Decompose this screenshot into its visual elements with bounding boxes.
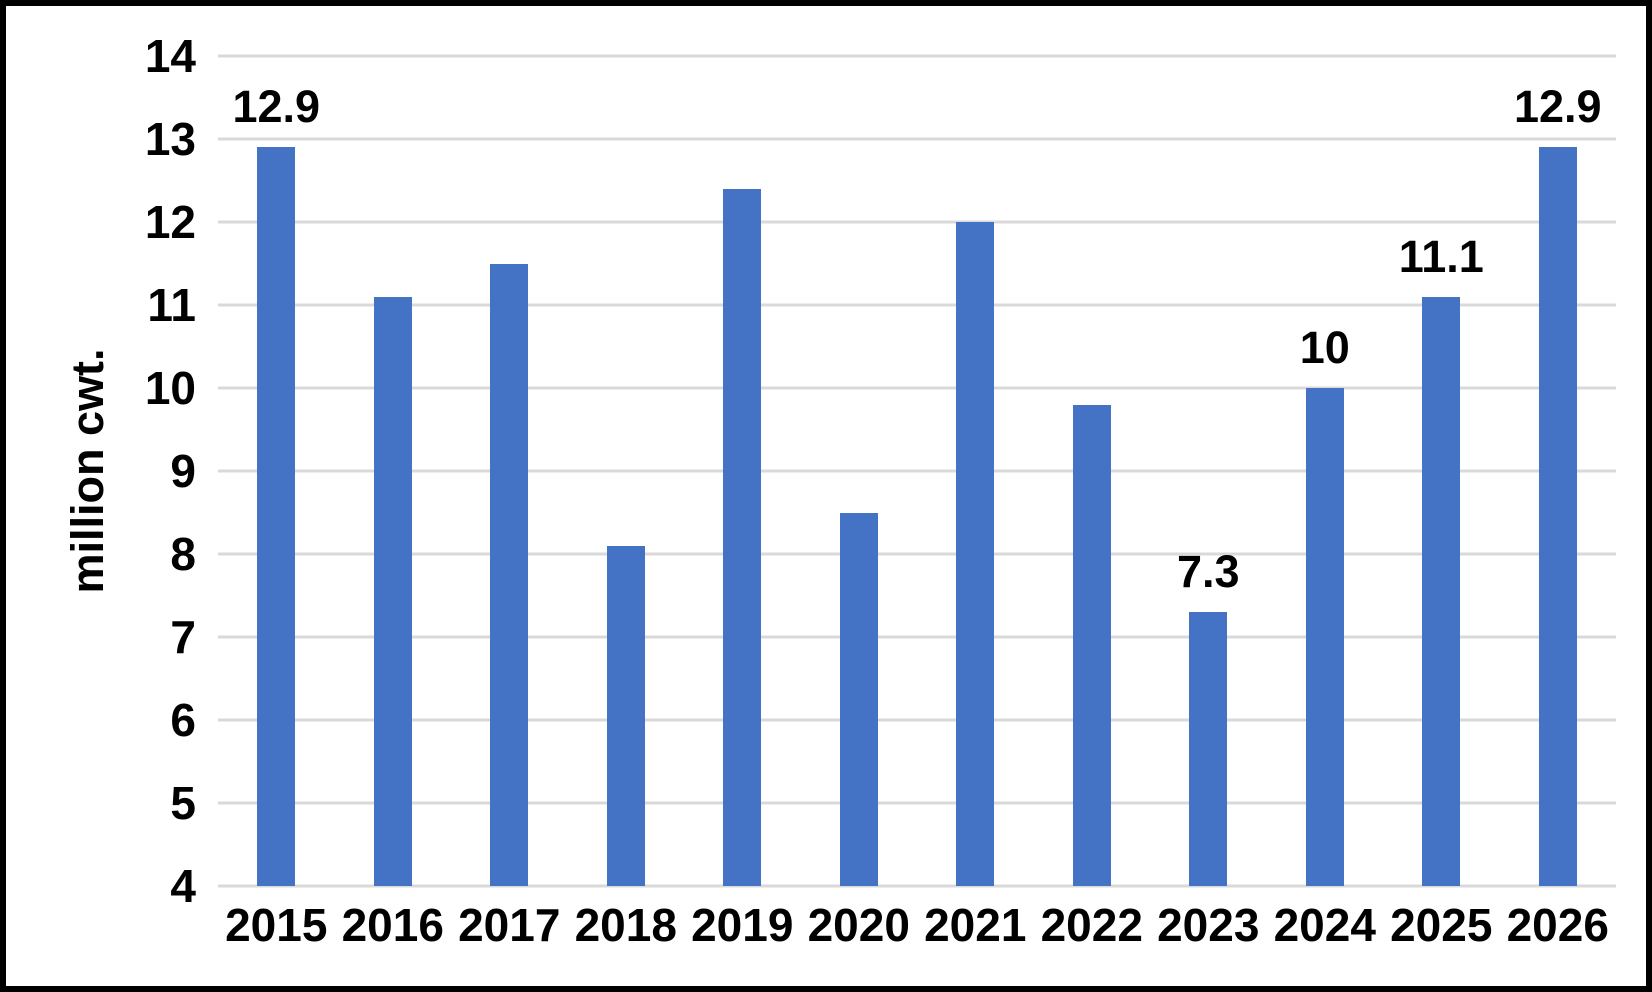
x-tick-label-2022: 2022 [1040,899,1143,951]
x-tick-label-2019: 2019 [691,899,794,951]
gridline [218,220,1616,224]
x-tick-label-2024: 2024 [1273,899,1376,951]
y-tick-label: 8 [170,528,196,580]
bar-2022 [1072,404,1111,886]
gridline [218,54,1616,58]
gridline [218,884,1616,888]
y-tick-label: 12 [144,196,196,248]
y-tick-label: 11 [147,279,196,331]
y-tick-label: 9 [170,445,196,497]
bar-data-label-2023: 7.3 [1176,546,1240,598]
x-tick-label-2026: 2026 [1506,899,1609,951]
bar-data-label-2024: 10 [1299,322,1350,373]
bar-2026 [1538,147,1577,886]
x-tick-label-2018: 2018 [574,899,677,951]
y-axis-tick-labels: 4 5 6 7 8 9 10 11 12 13 14 [6,33,196,909]
gridline [218,386,1616,390]
y-tick-label: 14 [144,30,196,82]
gridline [218,718,1616,722]
y-tick-label: 5 [170,777,196,829]
bar-2016 [373,296,412,886]
bar-2021 [956,222,995,886]
bar-2017 [490,263,529,886]
gridline [218,552,1616,556]
bar-2024 [1305,388,1344,886]
plot-area: 12.9 7.3 10 11.1 12.9 [218,54,1616,888]
bar-2015 [257,147,296,886]
x-tick-label-2015: 2015 [225,899,328,951]
x-tick-label-2016: 2016 [341,899,444,951]
gridline [218,303,1616,307]
bar-2025 [1422,296,1461,886]
x-tick-label-2020: 2020 [807,899,910,951]
gridline [218,469,1616,473]
y-tick-label: 7 [170,611,196,663]
bar-2018 [606,545,645,886]
bar-data-label-2025: 11.1 [1398,230,1484,282]
y-tick-label: 10 [144,362,196,414]
bar-2020 [839,512,878,886]
x-axis-tick-labels: 2015 2016 2017 2018 2019 2020 2021 2022 2023 2024… [218,902,1616,962]
gridline [218,137,1616,141]
x-tick-label-2021: 2021 [924,899,1027,951]
bar-data-label-2026: 12.9 [1513,81,1602,133]
bar-data-label-2015: 12.9 [232,81,321,133]
y-tick-label: 4 [170,860,196,912]
x-tick-label-2017: 2017 [458,899,561,951]
y-tick-label: 13 [144,113,196,165]
gridline [218,801,1616,805]
y-tick-label: 6 [170,694,196,746]
bar-2023 [1189,612,1228,886]
x-tick-label-2023: 2023 [1157,899,1260,951]
gridline [218,635,1616,639]
x-tick-label-2025: 2025 [1390,899,1493,951]
bar-2019 [723,188,762,886]
